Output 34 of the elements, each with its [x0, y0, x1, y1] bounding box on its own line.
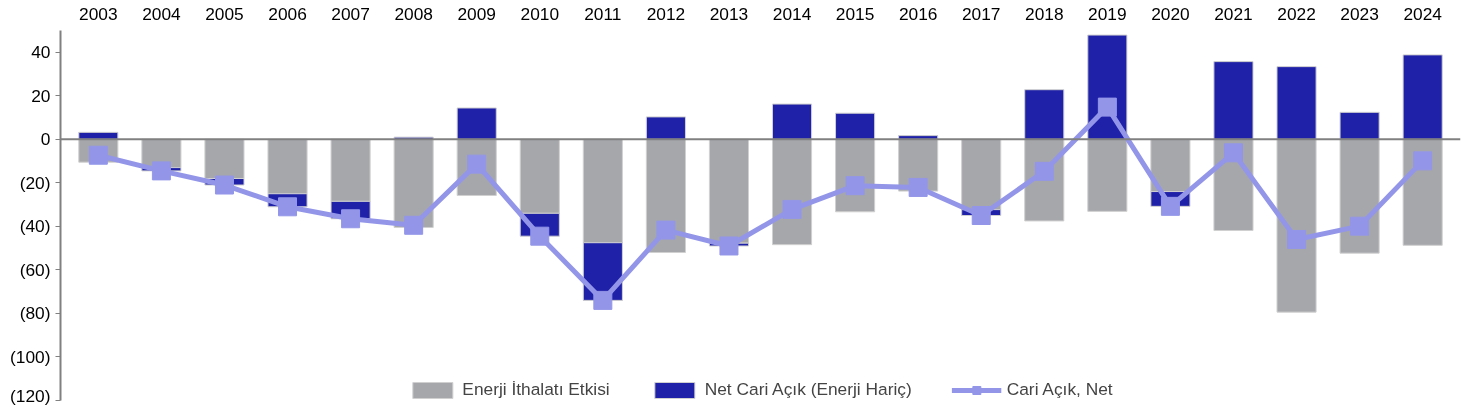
- x-tick-label: 2006: [268, 3, 307, 24]
- y-tick-label: (60): [19, 259, 51, 280]
- y-tick-label: 40: [31, 42, 51, 63]
- x-tick-label: 2013: [709, 3, 749, 24]
- x-tick-label: 2010: [520, 3, 560, 24]
- x-tick-label: 2021: [1214, 3, 1253, 24]
- x-tick-label: 2005: [205, 3, 244, 24]
- y-tick-label: (120): [10, 385, 51, 406]
- x-tick-label: 2012: [646, 3, 686, 24]
- x-tick-label: 2011: [584, 3, 622, 24]
- x-tick-label: 2007: [331, 3, 370, 24]
- x-tick-label: 2017: [961, 3, 1001, 24]
- y-tick-label: 20: [31, 85, 51, 106]
- x-tick-label: 2014: [772, 3, 812, 24]
- legend-label: Net Cari Açık (Enerji Hariç): [704, 379, 912, 400]
- legend-label: Enerji İthalatı Etkisi: [462, 379, 610, 400]
- x-tick-label: 2018: [1025, 3, 1064, 24]
- x-tick-label: 2004: [142, 3, 182, 24]
- x-tick-label: 2023: [1340, 3, 1379, 24]
- x-tick-label: 2015: [835, 3, 875, 24]
- x-tick-label: 2024: [1403, 3, 1443, 24]
- y-tick-label: 0: [40, 129, 51, 150]
- x-tick-label: 2016: [898, 3, 938, 24]
- x-tick-label: 2020: [1151, 3, 1190, 24]
- x-tick-label: 2008: [394, 3, 433, 24]
- y-tick-label: (40): [19, 216, 51, 237]
- x-tick-label: 2009: [457, 3, 496, 24]
- y-tick-label: (20): [19, 172, 51, 193]
- y-tick-label: (80): [19, 303, 51, 324]
- x-tick-label: 2019: [1088, 3, 1127, 24]
- legend-label: Cari Açık, Net: [1006, 379, 1113, 400]
- y-tick-label: (100): [10, 346, 51, 367]
- x-tick-label: 2003: [79, 3, 118, 24]
- x-tick-label: 2022: [1277, 3, 1316, 24]
